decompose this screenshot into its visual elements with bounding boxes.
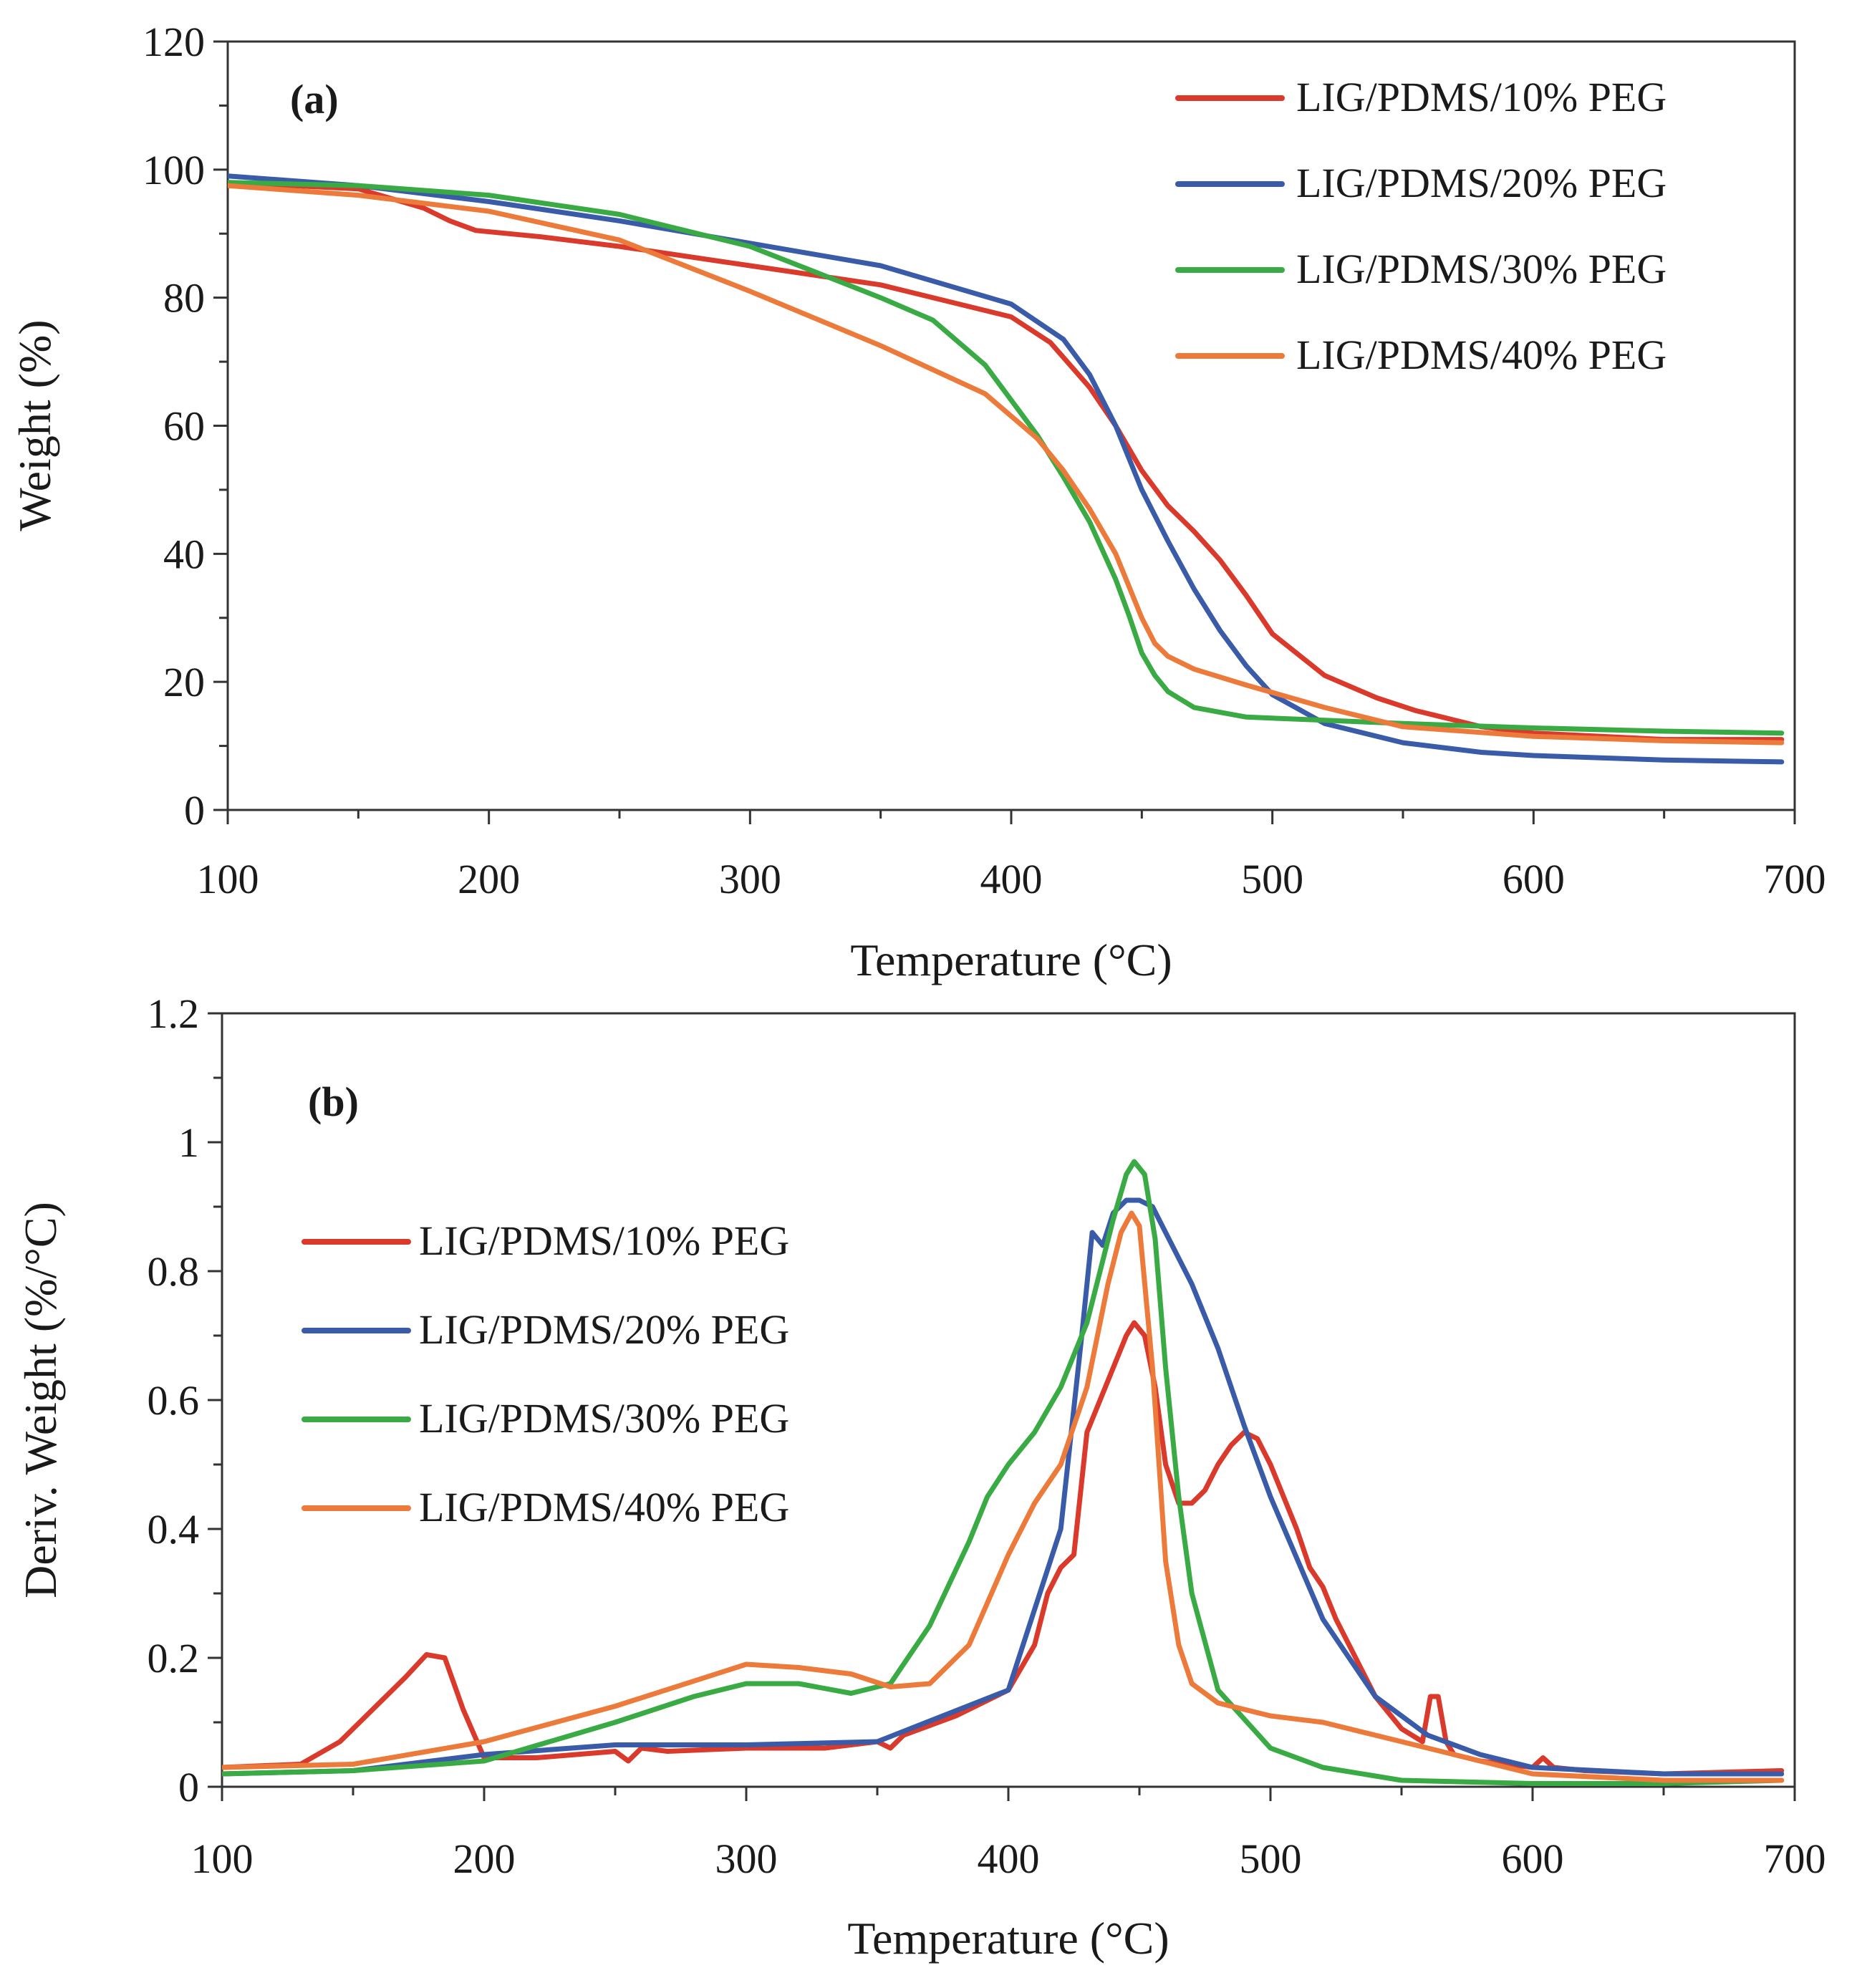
panel-b-x-tick-label: 500 [1240, 1835, 1302, 1882]
panel-a-legend-label-lig-pdms-10-peg: LIG/PDMS/10% PEG [1296, 74, 1667, 120]
panel-b-y-tick-label: 0.8 [148, 1248, 200, 1295]
panel-b-series-lig-pdms-10-peg [222, 1320, 1785, 1777]
panel-a-legend-label-lig-pdms-30-peg: LIG/PDMS/30% PEG [1296, 246, 1667, 292]
panel-a-y-axis-title: Weight (%) [9, 319, 60, 531]
panel-b-legend-label-lig-pdms-40-peg: LIG/PDMS/40% PEG [419, 1484, 789, 1530]
panel-b-x-tick-label: 100 [191, 1835, 254, 1882]
panel-a-legend-label-lig-pdms-20-peg: LIG/PDMS/20% PEG [1296, 160, 1667, 206]
panel-a-series-lig-pdms-40-peg [228, 183, 1785, 746]
panel-a-series-group [228, 173, 1785, 765]
panel-a-x-tick-label: 500 [1241, 856, 1303, 902]
panel-a-y-tick-label: 80 [163, 275, 205, 322]
panel-a-y-tick-label: 100 [143, 147, 205, 193]
panel-b-x-tick-label: 600 [1502, 1835, 1564, 1882]
panel-a-x-tick-label: 300 [719, 856, 781, 902]
panel-a-x-tick-label: 600 [1503, 856, 1565, 902]
panel-b-series-lig-pdms-30-peg [222, 1159, 1785, 1786]
panel-b-legend-label-lig-pdms-30-peg: LIG/PDMS/30% PEG [419, 1395, 789, 1442]
panel-a-x-tick-label: 100 [197, 856, 259, 902]
panel-b-series-lig-pdms-20-peg [222, 1197, 1785, 1777]
panel-a-y-tick-label: 0 [184, 787, 205, 834]
panel-a-legend-label-lig-pdms-40-peg: LIG/PDMS/40% PEG [1296, 332, 1667, 378]
panel-b-x-tick-label: 400 [978, 1835, 1040, 1882]
panel-b-label: (b) [308, 1079, 359, 1125]
panel-a-y-tick-label: 120 [143, 19, 205, 65]
panel-b-legend: LIG/PDMS/10% PEG LIG/PDMS/20% PEG LIG/PDMS… [302, 1217, 789, 1530]
panel-a-x-tick-label: 200 [458, 856, 520, 902]
panel-b-dtg-derivative-chart: 100 200 300 400 500 600 700 0 0.2 0.4 0.6 0.8 1 1.2 Te… [15, 990, 1826, 1964]
panel-b-x-tick-label: 300 [715, 1835, 778, 1882]
panel-a-y-tick-label: 40 [163, 531, 205, 577]
panel-a-label: (a) [290, 76, 339, 122]
panel-b-y-tick-label: 0 [178, 1764, 199, 1810]
panel-b-y-tick-label: 1 [178, 1119, 199, 1166]
panel-b-x-axis-title: Temperature (°C) [847, 1913, 1169, 1964]
panel-b-series-group [222, 1159, 1785, 1786]
panel-b-y-tick-label: 0.2 [148, 1635, 200, 1681]
panel-a-legend: LIG/PDMS/10% PEG LIG/PDMS/20% PEG LIG/PDMS… [1175, 74, 1667, 378]
panel-a-plot-frame [226, 40, 1796, 811]
panel-b-y-axis-title: Deriv. Weight (%/°C) [15, 1202, 66, 1598]
panel-a-x-tick-label: 400 [980, 856, 1043, 902]
panel-b-legend-label-lig-pdms-20-peg: LIG/PDMS/20% PEG [419, 1306, 789, 1353]
panel-a-y-tick-label: 20 [163, 659, 205, 705]
panel-a-y-tick-label: 60 [163, 403, 205, 450]
panel-b-x-tick-label: 700 [1764, 1835, 1826, 1882]
panel-a-tga-weight-chart: 100 200 300 400 500 600 700 0 20 40 60 80 100 120 Temp… [9, 19, 1826, 985]
panel-b-y-tick-label: 0.4 [148, 1506, 200, 1553]
panel-a-x-axis-title: Temperature (°C) [850, 935, 1172, 985]
panel-b-legend-label-lig-pdms-10-peg: LIG/PDMS/10% PEG [419, 1217, 789, 1264]
panel-a-series-lig-pdms-30-peg [228, 180, 1785, 736]
panel-b-y-tick-label: 0.6 [148, 1377, 200, 1424]
panel-a-series-lig-pdms-10-peg [228, 180, 1785, 743]
panel-a-x-tick-label: 700 [1764, 856, 1826, 902]
panel-b-series-lig-pdms-40-peg [222, 1210, 1785, 1783]
panel-b-y-tick-label: 1.2 [148, 990, 200, 1037]
panel-b-x-tick-label: 200 [453, 1835, 516, 1882]
